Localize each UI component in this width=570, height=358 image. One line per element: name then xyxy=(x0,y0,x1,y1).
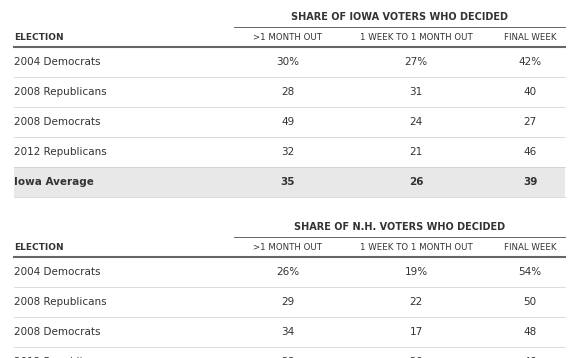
Text: 26: 26 xyxy=(409,177,424,187)
Text: 2004 Democrats: 2004 Democrats xyxy=(14,267,101,277)
Text: 35: 35 xyxy=(280,177,295,187)
Text: 27: 27 xyxy=(523,117,537,127)
Text: 28: 28 xyxy=(281,87,295,97)
Text: 22: 22 xyxy=(409,297,423,307)
Bar xyxy=(14,167,565,197)
Text: 40: 40 xyxy=(523,87,537,97)
Text: 26: 26 xyxy=(409,357,423,358)
Text: ELECTION: ELECTION xyxy=(14,33,64,42)
Text: 30%: 30% xyxy=(276,57,299,67)
Text: FINAL WEEK: FINAL WEEK xyxy=(504,242,556,252)
Text: 54%: 54% xyxy=(519,267,542,277)
Text: 2012 Republicans: 2012 Republicans xyxy=(14,357,107,358)
Text: 46: 46 xyxy=(523,357,537,358)
Text: 39: 39 xyxy=(523,177,538,187)
Text: 21: 21 xyxy=(409,147,423,157)
Text: 32: 32 xyxy=(281,147,295,157)
Text: 50: 50 xyxy=(523,297,537,307)
Text: 19%: 19% xyxy=(405,267,428,277)
Text: SHARE OF IOWA VOTERS WHO DECIDED: SHARE OF IOWA VOTERS WHO DECIDED xyxy=(291,12,508,22)
Text: 2004 Democrats: 2004 Democrats xyxy=(14,57,101,67)
Text: 2008 Republicans: 2008 Republicans xyxy=(14,297,107,307)
Text: Iowa Average: Iowa Average xyxy=(14,177,94,187)
Text: 27%: 27% xyxy=(405,57,428,67)
Text: 28: 28 xyxy=(281,357,295,358)
Text: 1 WEEK TO 1 MONTH OUT: 1 WEEK TO 1 MONTH OUT xyxy=(360,242,473,252)
Text: 49: 49 xyxy=(281,117,295,127)
Text: 48: 48 xyxy=(523,327,537,337)
Text: 34: 34 xyxy=(281,327,295,337)
Text: >1 MONTH OUT: >1 MONTH OUT xyxy=(253,33,323,42)
Text: 2008 Republicans: 2008 Republicans xyxy=(14,87,107,97)
Text: 46: 46 xyxy=(523,147,537,157)
Text: 2008 Democrats: 2008 Democrats xyxy=(14,117,101,127)
Text: 2012 Republicans: 2012 Republicans xyxy=(14,147,107,157)
Text: 31: 31 xyxy=(409,87,423,97)
Text: >1 MONTH OUT: >1 MONTH OUT xyxy=(253,242,323,252)
Text: 29: 29 xyxy=(281,297,295,307)
Text: FINAL WEEK: FINAL WEEK xyxy=(504,33,556,42)
Text: 26%: 26% xyxy=(276,267,299,277)
Text: 2008 Democrats: 2008 Democrats xyxy=(14,327,101,337)
Text: 1 WEEK TO 1 MONTH OUT: 1 WEEK TO 1 MONTH OUT xyxy=(360,33,473,42)
Text: 17: 17 xyxy=(409,327,423,337)
Text: 42%: 42% xyxy=(519,57,542,67)
Text: ELECTION: ELECTION xyxy=(14,242,64,252)
Text: SHARE OF N.H. VOTERS WHO DECIDED: SHARE OF N.H. VOTERS WHO DECIDED xyxy=(294,222,505,232)
Text: 24: 24 xyxy=(409,117,423,127)
